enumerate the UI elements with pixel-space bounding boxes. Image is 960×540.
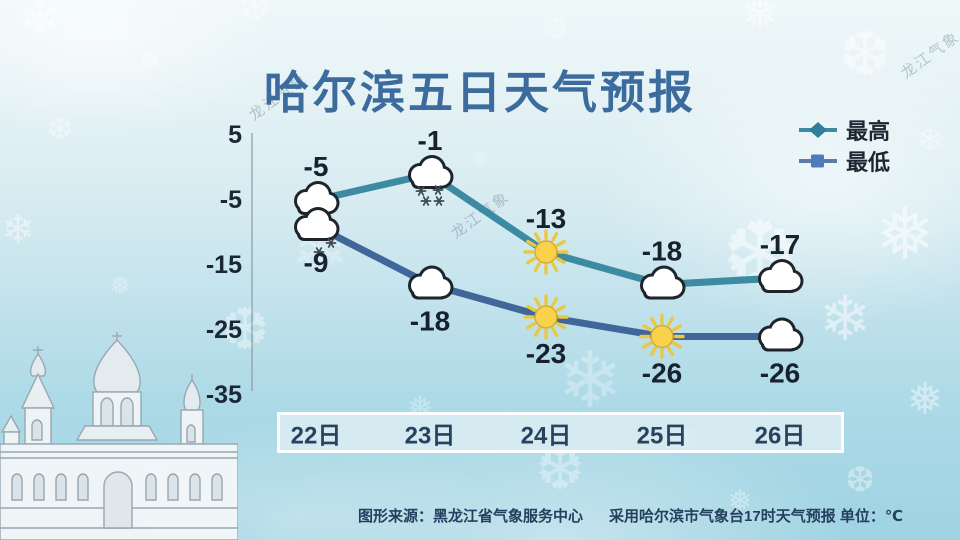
y-tick-label: -5 (219, 186, 242, 214)
day-label: 23日 (404, 422, 456, 449)
source-text: 图形来源：黑龙江省气象服务中心 (358, 508, 584, 525)
cloud-icon (408, 265, 454, 300)
cathedral-sketch (0, 332, 238, 540)
temp-label: -18 (410, 306, 450, 337)
legend-label-low: 最低 (846, 149, 891, 175)
temp-label: -18 (642, 236, 682, 267)
y-tick-label: -35 (205, 381, 242, 409)
day-label: 22日 (290, 422, 342, 449)
temp-label: -23 (526, 338, 566, 369)
y-tick-label: -25 (205, 316, 242, 344)
sun-icon (639, 313, 685, 360)
cloud-icon (758, 317, 804, 352)
temp-label: -1 (418, 125, 443, 156)
cloud-icon (640, 265, 686, 300)
low-series-marker-icon (799, 154, 837, 167)
high-series-marker-icon (799, 121, 837, 138)
x-axis-day-bar: 22日 23日 24日 25日 26日 (277, 412, 844, 453)
temp-label: -9 (304, 247, 329, 278)
note-text: 采用哈尔滨市气象台17时天气预报 单位：℃ (609, 508, 904, 525)
temp-label: -17 (760, 229, 800, 260)
y-tick-label: -15 (205, 251, 242, 279)
temp-label: -5 (304, 151, 329, 182)
legend-item-high: 最高 (798, 114, 890, 145)
legend-label-high: 最高 (846, 118, 891, 144)
snow-asterisk-icon (313, 247, 325, 257)
sun-icon (523, 294, 569, 340)
day-label: 26日 (754, 422, 806, 449)
day-label: 24日 (520, 422, 572, 449)
cloud-icon (294, 207, 340, 241)
snow-asterisk-icon (432, 185, 444, 195)
legend-item-low: 最低 (798, 145, 890, 176)
y-tick-label: 5 (228, 121, 242, 149)
temp-label: -26 (760, 358, 800, 389)
chart-legend: 最高 最低 (798, 114, 890, 176)
snow-asterisk-icon (415, 186, 427, 196)
cloud-icon (758, 259, 804, 293)
snow-asterisk-icon (420, 196, 432, 206)
day-label: 25日 (636, 422, 688, 449)
sun-icon (523, 229, 569, 275)
snow-asterisk-icon (325, 238, 337, 248)
temp-label: -26 (642, 358, 682, 389)
cloud-icon (408, 155, 454, 189)
temp-label: -13 (526, 203, 566, 234)
page-title: 哈尔滨五日天气预报 (263, 67, 696, 119)
footer-caption: 图形来源：黑龙江省气象服务中心 采用哈尔滨市气象台17时天气预报 单位：℃ (358, 505, 903, 526)
snow-asterisk-icon (433, 196, 445, 206)
